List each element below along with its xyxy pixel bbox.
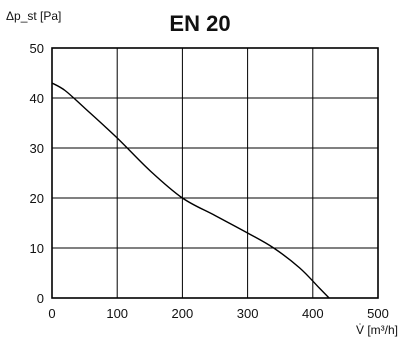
series-line (51, 82, 330, 299)
y-tick-label: 30 (30, 141, 44, 156)
x-tick-label: 0 (48, 306, 55, 321)
series-layer (51, 82, 330, 299)
y-tick-label: 0 (37, 291, 44, 306)
x-tick-label: 300 (237, 306, 259, 321)
y-tick-label: 40 (30, 91, 44, 106)
x-tick-label: 400 (302, 306, 324, 321)
plot-frame (51, 47, 379, 299)
x-axis-label: V̇ [m³/h] (356, 323, 398, 337)
y-tick-label: 20 (30, 191, 44, 206)
y-axis-label: Δp_st [Pa] (6, 9, 61, 23)
y-tick-label: 10 (30, 241, 44, 256)
tick-labels: 0 100 200 300 400 500 0 10 20 30 40 50 (30, 41, 389, 321)
x-tick-label: 500 (367, 306, 389, 321)
chart-title: EN 20 (169, 11, 230, 36)
grid (51, 47, 379, 299)
x-tick-label: 100 (106, 306, 128, 321)
x-tick-label: 200 (172, 306, 194, 321)
y-tick-label: 50 (30, 41, 44, 56)
